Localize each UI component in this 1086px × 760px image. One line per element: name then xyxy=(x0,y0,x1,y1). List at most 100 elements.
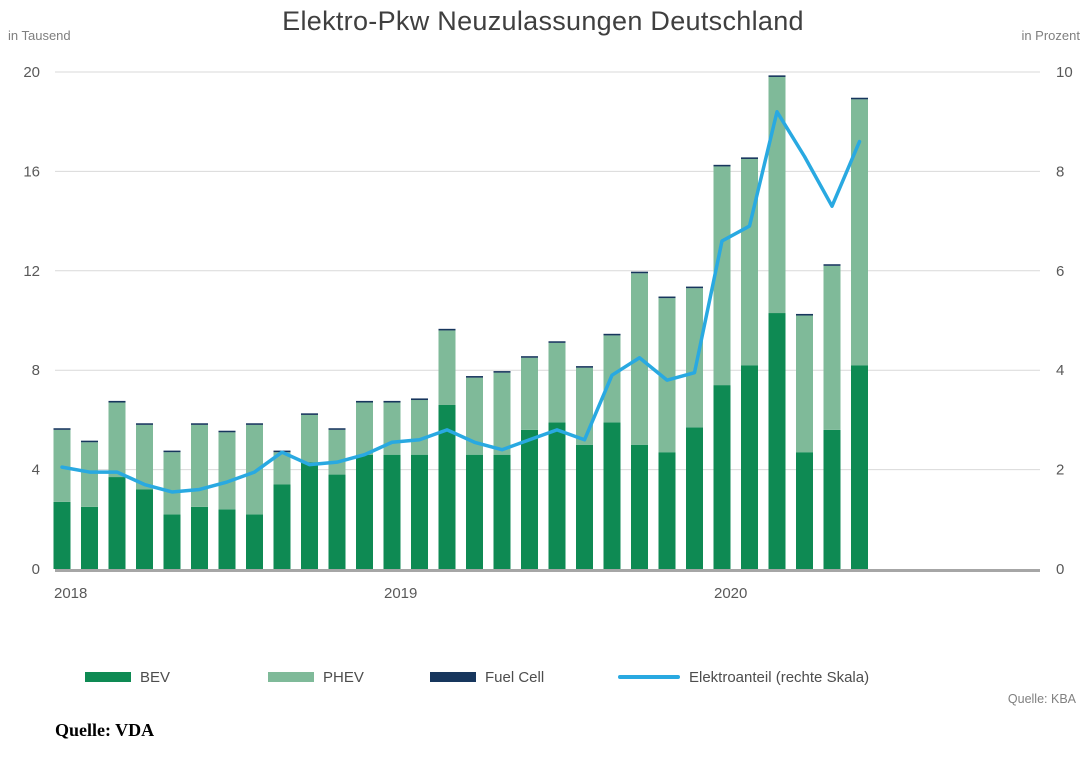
left-axis-unit-label: in Tausend xyxy=(8,28,71,43)
bev-bar-segment xyxy=(851,365,868,569)
fuel-cell-bar-segment xyxy=(438,328,456,331)
phev-bar-segment xyxy=(713,166,731,386)
bev-bar-segment xyxy=(246,514,263,569)
bev-swatch-icon xyxy=(85,672,131,682)
phev-bar-segment xyxy=(576,367,593,445)
phev-bar-segment xyxy=(246,424,263,515)
phev-bar-segment xyxy=(741,158,758,366)
fuel-cell-bar-segment xyxy=(301,413,318,415)
fuel-cell-bar-segment xyxy=(713,164,731,167)
phev-bar-segment xyxy=(301,414,318,463)
left-axis-tick-label: 20 xyxy=(23,64,40,81)
legend-item-bev: BEV xyxy=(85,664,170,690)
right-axis-tick-label: 8 xyxy=(1056,163,1064,180)
fuel-cell-bar-segment xyxy=(631,271,648,274)
x-axis-year-label: 2019 xyxy=(384,585,417,602)
right-axis-tick-label: 2 xyxy=(1056,462,1064,479)
phev-bar-segment xyxy=(356,402,373,455)
fuel-cell-bar-segment xyxy=(383,400,401,403)
legend-label-bev: BEV xyxy=(140,668,171,686)
bev-bar-segment xyxy=(218,509,236,569)
phev-swatch-icon xyxy=(268,672,314,682)
fuel-cell-bar-segment xyxy=(81,440,98,443)
fuel-cell-swatch-icon xyxy=(430,672,476,682)
bev-bar-segment xyxy=(273,484,291,569)
fuel-cell-bar-segment xyxy=(823,264,841,266)
left-axis-tick-label: 12 xyxy=(23,263,40,280)
bev-bar-segment xyxy=(53,501,71,569)
phev-bar-segment xyxy=(81,442,98,507)
bev-bar-segment xyxy=(411,454,428,569)
bev-bar-segment xyxy=(823,429,841,569)
bev-bar-segment xyxy=(163,514,181,569)
right-axis-unit-label: in Prozent xyxy=(1021,28,1080,43)
fuel-cell-bar-segment xyxy=(603,333,621,336)
fuel-cell-bar-segment xyxy=(851,97,868,100)
fuel-cell-bar-segment xyxy=(768,75,786,77)
fuel-cell-bar-segment xyxy=(218,430,236,433)
phev-bar-segment xyxy=(521,357,538,430)
bev-bar-segment xyxy=(328,474,346,569)
phev-bar-segment xyxy=(851,99,868,366)
phev-bar-segment xyxy=(136,424,153,490)
right-axis-tick-label: 6 xyxy=(1056,263,1064,280)
phev-bar-segment xyxy=(466,377,483,455)
fuel-cell-bar-segment xyxy=(191,423,208,425)
bev-bar-segment xyxy=(796,452,813,569)
bev-bar-segment xyxy=(686,427,703,569)
phev-bar-segment xyxy=(548,342,566,423)
fuel-cell-bar-segment xyxy=(108,400,126,403)
phev-bar-segment xyxy=(191,424,208,507)
fuel-cell-bar-segment xyxy=(741,157,758,159)
phev-bar-segment xyxy=(796,315,813,453)
bev-bar-segment xyxy=(81,506,98,569)
bev-bar-segment xyxy=(493,454,511,569)
x-axis-year-label: 2020 xyxy=(714,585,747,602)
fuel-cell-bar-segment xyxy=(521,356,538,358)
bev-bar-segment xyxy=(576,444,593,569)
bev-bar-segment xyxy=(466,454,483,569)
bev-bar-segment xyxy=(741,365,758,569)
phev-bar-segment xyxy=(108,402,126,478)
x-axis-year-label: 2018 xyxy=(54,585,87,602)
fuel-cell-bar-segment xyxy=(246,423,263,425)
elektroanteil-line xyxy=(60,110,862,494)
bev-bar-segment xyxy=(548,422,566,569)
fuel-cell-bar-segment xyxy=(686,286,703,289)
fuel-cell-bar-segment xyxy=(466,376,483,378)
fuel-cell-bar-segment xyxy=(576,366,593,368)
bev-bar-segment xyxy=(191,506,208,569)
right-axis-tick-label: 0 xyxy=(1056,561,1064,578)
left-axis-tick-label: 0 xyxy=(32,561,40,578)
chart-plot-area: 0 4 8 12 16 20 0 2 4 6 8 10 2018 2019 2020 xyxy=(23,64,1073,602)
fuel-cell-bar-segment xyxy=(411,398,428,401)
fuel-cell-bar-segment xyxy=(548,341,566,343)
fuel-cell-bar-segment xyxy=(658,296,676,299)
chart-source-note: Quelle: KBA xyxy=(1007,692,1076,706)
phev-bar-segment xyxy=(411,400,428,455)
phev-bar-segment xyxy=(218,432,236,510)
phev-bar-segment xyxy=(273,452,291,485)
left-axis-tick-label: 4 xyxy=(32,462,40,479)
chart-title: Elektro-Pkw Neuzulassungen Deutschland xyxy=(282,6,804,36)
legend-item-elektroanteil: Elektroanteil (rechte Skala) xyxy=(618,664,869,690)
phev-bar-segment xyxy=(163,452,181,515)
phev-bar-segment xyxy=(328,429,346,475)
phev-bar-segment xyxy=(823,265,841,430)
bev-bar-segment xyxy=(108,477,126,569)
legend-item-phev: PHEV xyxy=(268,664,364,690)
legend-label-fuel-cell: Fuel Cell xyxy=(485,668,545,686)
right-axis-tick-label: 10 xyxy=(1056,64,1073,81)
legend-item-fuel-cell: Fuel Cell xyxy=(430,664,544,690)
fuel-cell-bar-segment xyxy=(328,428,346,430)
left-axis-tick-label: 16 xyxy=(23,163,40,180)
bev-bar-segment xyxy=(713,385,731,569)
phev-bar-segment xyxy=(493,372,511,455)
page-source-note: Quelle: VDA xyxy=(55,720,155,740)
fuel-cell-bar-segment xyxy=(493,371,511,373)
bev-bar-segment xyxy=(603,422,621,569)
bev-bar-segment xyxy=(356,454,373,569)
fuel-cell-bar-segment xyxy=(796,313,813,316)
phev-bar-segment xyxy=(438,330,456,405)
fuel-cell-bar-segment xyxy=(356,400,373,403)
